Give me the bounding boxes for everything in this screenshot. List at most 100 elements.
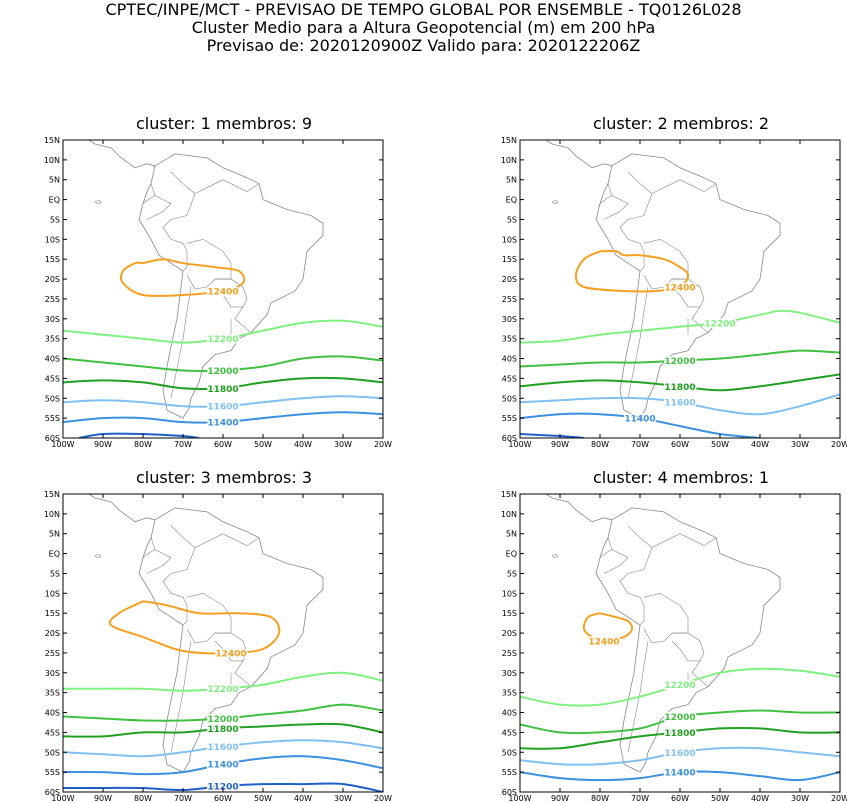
country-border [142, 195, 172, 220]
lat-label: 25S [502, 295, 517, 304]
lat-label: 30S [502, 669, 517, 678]
country-border [599, 549, 629, 574]
lon-label: 40W [294, 440, 312, 449]
lat-label: 10S [502, 235, 517, 244]
lon-label: 30W [334, 440, 352, 449]
lat-label: 5S [50, 215, 60, 224]
panel-4-title: cluster: 4 membros: 1 [592, 468, 770, 487]
panel-3-title: cluster: 3 membros: 3 [135, 468, 313, 487]
coastline [545, 494, 613, 523]
contour-label-11600: 11600 [207, 743, 238, 753]
coastline [88, 140, 156, 169]
lat-label: 5S [507, 215, 517, 224]
contour-label-12200: 12200 [664, 681, 695, 691]
lat-label: 35S [502, 335, 517, 344]
country-border [607, 537, 613, 550]
contour-11400 [63, 755, 383, 776]
lat-label: EQ [49, 196, 60, 205]
lat-label: 15S [45, 255, 60, 264]
lat-label: 15S [502, 609, 517, 618]
lon-label: 40W [751, 440, 769, 449]
country-border [194, 533, 260, 548]
lat-label: 20S [45, 629, 60, 638]
lon-label: 80W [591, 794, 609, 803]
country-border [234, 660, 252, 687]
lat-label: 30S [45, 669, 60, 678]
lat-label: 5N [49, 176, 60, 185]
lat-label: 15S [502, 255, 517, 264]
contour-label-11600: 11600 [664, 399, 695, 409]
lat-label: 50S [502, 394, 517, 403]
contour-11200 [63, 782, 383, 792]
contour-label-12000: 12000 [664, 357, 695, 367]
contour-11800 [520, 373, 840, 392]
contour-12400 [574, 249, 690, 293]
contour-12200 [520, 667, 840, 707]
lon-label: 50W [711, 794, 729, 803]
panel-2-title: cluster: 2 membros: 2 [592, 114, 770, 133]
lat-label: 5N [506, 530, 517, 539]
country-border [619, 171, 653, 228]
country-border [671, 278, 705, 308]
map-panel-cluster-4: 12400 12200 12000 11800 11600 11400 15N 10N 5N EQ… [501, 488, 847, 803]
lat-label: 15N [501, 490, 517, 499]
contour-11600 [520, 393, 840, 416]
country-border [162, 227, 188, 272]
coastline [88, 494, 156, 523]
lon-label: 80W [134, 794, 152, 803]
header-title: CPTEC/INPE/MCT - PREVISAO DE TEMPO GLOBA… [105, 0, 742, 19]
contour-11800 [520, 726, 840, 750]
lon-label: 70W [631, 794, 649, 803]
map-panel-cluster-1: 12400 12200 12000 11800 11600 11400 15N 10N 5N EQ… [44, 134, 392, 449]
contour-label-11400: 11400 [664, 769, 695, 779]
coastline [564, 134, 572, 138]
lat-label: 40S [45, 355, 60, 364]
lat-label: EQ [506, 550, 517, 559]
lat-label: 30S [502, 315, 517, 324]
lat-label: 55S [502, 414, 517, 423]
contour-label-11800: 11800 [207, 725, 238, 735]
coastline [564, 488, 572, 492]
country-border [234, 306, 252, 333]
lat-label: 5S [507, 569, 517, 578]
lat-label: 25S [45, 295, 60, 304]
lon-label: 90W [94, 440, 112, 449]
country-border [162, 581, 188, 626]
country-border [186, 592, 232, 644]
island-outline [551, 200, 559, 204]
lon-label: 40W [751, 794, 769, 803]
coastline [107, 134, 115, 138]
contour-11600 [63, 395, 383, 408]
map-panel-cluster-2: 12400 12200 12000 11800 11600 11400 15N 10N 5N EQ… [501, 134, 847, 449]
lat-label: 10N [44, 510, 60, 519]
lat-label: 60S [502, 434, 517, 443]
country-border [194, 179, 260, 194]
contour-11800 [63, 722, 383, 738]
lat-label: EQ [506, 196, 517, 205]
country-border [607, 183, 613, 196]
lon-label: 30W [791, 440, 809, 449]
lat-label: 40S [45, 709, 60, 718]
contour-12000 [520, 709, 840, 735]
lon-label: 60W [671, 440, 689, 449]
lat-label: 10N [501, 156, 517, 165]
lat-label: 45S [502, 374, 517, 383]
contour-label-11400: 11400 [207, 419, 238, 429]
contour-12000 [63, 355, 383, 372]
country-border [643, 238, 689, 290]
contour-label-11600: 11600 [207, 403, 238, 413]
contour-label-12200: 12200 [704, 319, 735, 329]
contour-12400 [108, 600, 281, 655]
header-dates: Previsao de: 2020120900Z Valido para: 20… [206, 36, 641, 55]
contour-12000 [63, 703, 383, 722]
contour-label-11400: 11400 [207, 761, 238, 771]
lon-label: 100W [51, 794, 74, 803]
contour-12400 [120, 258, 246, 297]
lat-label: 60S [502, 788, 517, 797]
country-border [671, 632, 705, 662]
lon-label: 20W [831, 794, 847, 803]
lat-label: 30S [45, 315, 60, 324]
country-border [162, 525, 196, 582]
coastline [138, 507, 324, 773]
